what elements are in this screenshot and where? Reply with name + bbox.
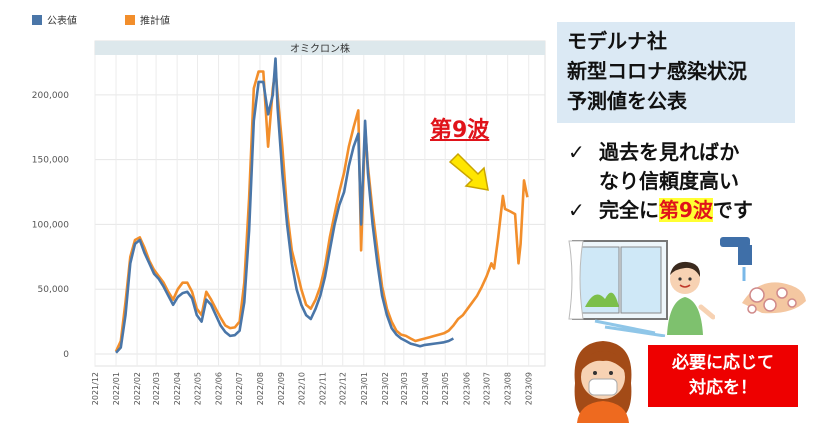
x-tick-label: 2022/07 (235, 372, 244, 405)
covid-line-chart: オミクロン株 0 50,000 100,000 150,000 200,000 2021/1… (32, 40, 546, 405)
x-tick-label: 2023/05 (441, 372, 450, 405)
y-tick-label: 50,000 (38, 285, 70, 295)
bullet-item-2: ✓ 完全に第9波です (568, 196, 753, 225)
legend-estimate: 推計値 (125, 12, 170, 27)
title-line-3: 予測値を公表 (567, 89, 687, 113)
y-tick-label: 100,000 (32, 220, 69, 230)
x-tick-label: 2022/08 (256, 372, 265, 405)
legend-estimate-swatch (125, 14, 135, 25)
yellow-arrow-icon (448, 152, 489, 191)
bullet-2-suffix: です (712, 198, 753, 222)
checkmark-icon: ✓ (568, 140, 585, 164)
title-box: モデルナ社 新型コロナ感染状況 予測値を公表 (557, 22, 795, 123)
x-tick-label: 2023/08 (504, 372, 513, 405)
y-tick-label: 150,000 (32, 156, 69, 166)
x-tick-label: 2023/02 (381, 372, 390, 405)
notice-line-2: 対応を！ (689, 378, 757, 398)
bullet-list: ✓ 過去を見ればか なり信頼度高い ✓ 完全に第9波です (568, 138, 753, 225)
x-tick-label: 2023/03 (400, 372, 409, 405)
plot-area (94, 40, 546, 367)
x-tick-label: 2023/09 (525, 372, 534, 405)
x-tick-label: 2023/07 (483, 372, 492, 405)
bullet-2-prefix: 完全に (599, 198, 659, 222)
person-icon (667, 261, 715, 335)
x-tick-label: 2022/10 (297, 372, 306, 405)
legend-official: 公表値 (32, 12, 77, 27)
x-tick-label: 2021/12 (91, 372, 100, 405)
legend-official-label: 公表値 (47, 16, 77, 27)
series-line-estimate (114, 67, 529, 352)
bullet-1-line-1: 過去を見ればか (599, 140, 740, 164)
x-tick-label: 2022/11 (318, 372, 327, 405)
bullet-item-1: ✓ 過去を見ればか (568, 138, 753, 167)
y-tick-label: 200,000 (32, 91, 69, 101)
x-tick-label: 2022/02 (133, 372, 142, 405)
bullet-2-highlight: 第9波 (659, 198, 713, 222)
series-line-official (115, 57, 455, 354)
window-ventilation-icon (568, 240, 668, 337)
x-tick-label: 2022/05 (193, 372, 202, 405)
x-tick-label: 2023/06 (462, 372, 471, 405)
x-tick-label: 2023/04 (421, 372, 430, 405)
checkmark-icon: ✓ (568, 198, 585, 222)
notice-line-1: 必要に応じて (672, 353, 774, 373)
x-tick-label: 2022/06 (215, 372, 224, 405)
masked-person-icon (574, 341, 632, 423)
bullet-item-1-cont: なり信頼度高い (568, 167, 753, 196)
x-tick-label: 2022/01 (112, 372, 121, 405)
x-tick-label: 2023/01 (360, 372, 369, 405)
x-tick-label: 2022/12 (339, 372, 348, 405)
legend-estimate-label: 推計値 (140, 16, 170, 27)
x-tick-label: 2022/09 (277, 372, 286, 405)
title-line-2: 新型コロナ感染状況 (567, 59, 747, 83)
title-line-1: モデルナ社 (567, 29, 667, 53)
wave9-callout: 第9波 (430, 118, 490, 143)
bullet-1-line-2: なり信頼度高い (599, 169, 739, 193)
legend-official-swatch (32, 14, 42, 25)
x-tick-label: 2022/04 (173, 372, 182, 405)
y-tick-label: 0 (63, 350, 69, 360)
hand-washing-icon (720, 237, 806, 314)
x-tick-label: 2022/03 (152, 372, 161, 405)
notice-box: 必要に応じて 対応を！ (648, 345, 798, 407)
omicron-band (95, 41, 545, 55)
omicron-band-label: オミクロン株 (290, 42, 350, 55)
